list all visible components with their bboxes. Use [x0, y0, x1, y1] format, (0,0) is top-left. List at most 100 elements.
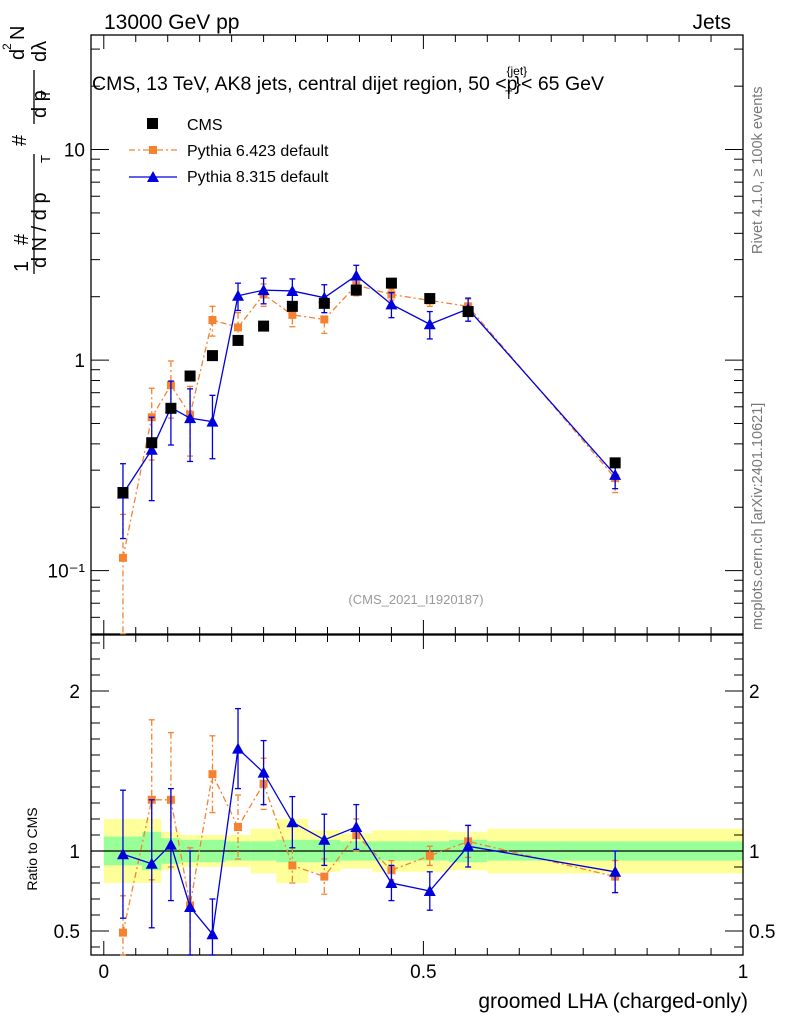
rivet-version-label: Rivet 4.1.0, ≥ 100k events [750, 86, 766, 254]
y-tick-label-right: 2 [749, 682, 760, 703]
data-point-py6 [288, 861, 297, 870]
data-point-py6 [234, 323, 243, 332]
data-point-cms [146, 437, 158, 449]
legend: CMS Pythia 6.423 default Pythia 8.315 de… [129, 117, 329, 186]
data-point-cms [350, 284, 362, 296]
chart-title-sup: {jet} [506, 64, 527, 78]
data-point-cms [258, 320, 270, 332]
data-point-py8 [232, 289, 245, 301]
x-axis-label: groomed LHA (charged-only) [478, 990, 748, 1013]
chart-title-main: CMS, 13 TeV, AK8 jets, central dijet reg… [92, 73, 518, 95]
legend-marker-py8 [147, 171, 159, 182]
legend-label-cms: CMS [187, 117, 223, 134]
data-point-py8 [184, 412, 197, 424]
data-point-py8 [423, 318, 436, 330]
data-point-cms [206, 350, 218, 362]
data-point-cms [462, 306, 474, 318]
y-tick-label: 1 [74, 351, 85, 372]
x-tick-label: 0.5 [410, 962, 436, 983]
data-point-py8 [350, 269, 363, 281]
data-point-py8 [206, 415, 219, 427]
ylabel-dn-dpt: d N / d p [29, 192, 51, 268]
legend-marker-py6 [149, 146, 157, 154]
data-point-cms [232, 334, 244, 346]
data-point-py8 [350, 821, 363, 832]
y-tick-label-right: 1 [749, 842, 760, 863]
data-point-py8 [257, 284, 270, 296]
data-point-py8 [609, 468, 622, 480]
ratio-frame [90, 634, 744, 956]
data-point-py8 [116, 848, 129, 860]
series-line-py6 [122, 772, 616, 933]
data-point-py6 [320, 872, 329, 881]
data-point-py8 [609, 865, 622, 877]
data-point-py8 [206, 928, 219, 940]
data-point-py8 [232, 742, 245, 754]
data-point-cms [424, 293, 436, 305]
data-point-cms [117, 486, 129, 498]
y-tick-label: 1 [69, 842, 80, 863]
main-frame [90, 34, 744, 635]
chart-title-sub: T [505, 88, 513, 102]
data-point-py8 [145, 857, 158, 869]
data-point-cms [385, 277, 397, 289]
series-line-py8 [122, 274, 616, 495]
data-point-cms [165, 402, 177, 414]
data-point-py8 [286, 284, 299, 296]
data-point-py6 [118, 928, 127, 937]
ylabel-sub-t2: T [38, 90, 53, 98]
category-label: Jets [692, 11, 731, 34]
y-tick-label: 2 [69, 682, 80, 703]
data-point-py8 [184, 901, 197, 912]
data-point-py6 [208, 316, 217, 325]
ylabel-d: d [7, 49, 29, 60]
data-point-py8 [145, 443, 158, 455]
data-point-py6 [288, 310, 297, 319]
data-point-py6 [208, 770, 217, 779]
data-point-py8 [385, 877, 398, 888]
series-line-py6 [122, 284, 616, 558]
data-point-cms [286, 300, 298, 312]
ylabel-n: N [7, 26, 29, 40]
data-point-cms [184, 370, 196, 382]
energy-label: 13000 GeV pp [104, 11, 239, 34]
data-point-py8 [385, 298, 398, 310]
analysis-id: (CMS_2021_I1920187) [348, 592, 483, 607]
data-point-py8 [286, 816, 299, 828]
legend-label-py8: Pythia 8.315 default [187, 169, 329, 186]
legend-marker-cms [147, 118, 158, 129]
data-point-py8 [257, 766, 270, 778]
chart-title-end: }< 65 GeV [515, 73, 604, 95]
ylabel-sub-t1: T [38, 155, 53, 163]
data-point-py8 [423, 885, 436, 896]
data-point-cms [318, 297, 330, 309]
y-tick-label: 10 [64, 141, 85, 162]
chart-title: CMS, 13 TeV, AK8 jets, central dijet reg… [92, 64, 604, 102]
data-point-py8 [462, 840, 475, 852]
ylabel-hash-mid: # [9, 134, 31, 146]
data-point-py6 [320, 315, 329, 324]
data-point-cms [609, 457, 621, 469]
y-tick-label: 0.5 [54, 922, 80, 943]
series-line-py8 [122, 747, 616, 936]
data-point-py6 [234, 823, 243, 831]
ratio-panel: 0 0.5 10.5 0.51 12 2 [54, 634, 775, 983]
ratio-ylabel: Ratio to CMS [24, 807, 40, 890]
y-tick-label-right: 0.5 [749, 922, 775, 943]
main-panel: 10⁻¹ 1 10 [48, 34, 744, 635]
data-point-py6 [118, 553, 127, 562]
x-tick-label: 1 [738, 962, 749, 983]
main-ylabel: 1 # d N / d p T # d 2 N d p T dλ [0, 26, 53, 274]
data-point-py8 [164, 838, 177, 850]
y-tick-label: 10⁻¹ [48, 562, 86, 583]
x-tick-label: 0 [98, 962, 109, 983]
ylabel-num-1: # [11, 233, 33, 245]
mcplots-label: mcplots.cern.ch [arXiv:2401.10621] [750, 403, 766, 630]
ylabel-sup-2: 2 [0, 43, 14, 50]
data-point-py6 [425, 851, 434, 860]
ylabel-hash-left: 1 [11, 261, 33, 272]
ylabel-dlambda: dλ [29, 41, 51, 62]
data-point-py8 [318, 833, 331, 845]
legend-label-py6: Pythia 6.423 default [187, 143, 329, 160]
